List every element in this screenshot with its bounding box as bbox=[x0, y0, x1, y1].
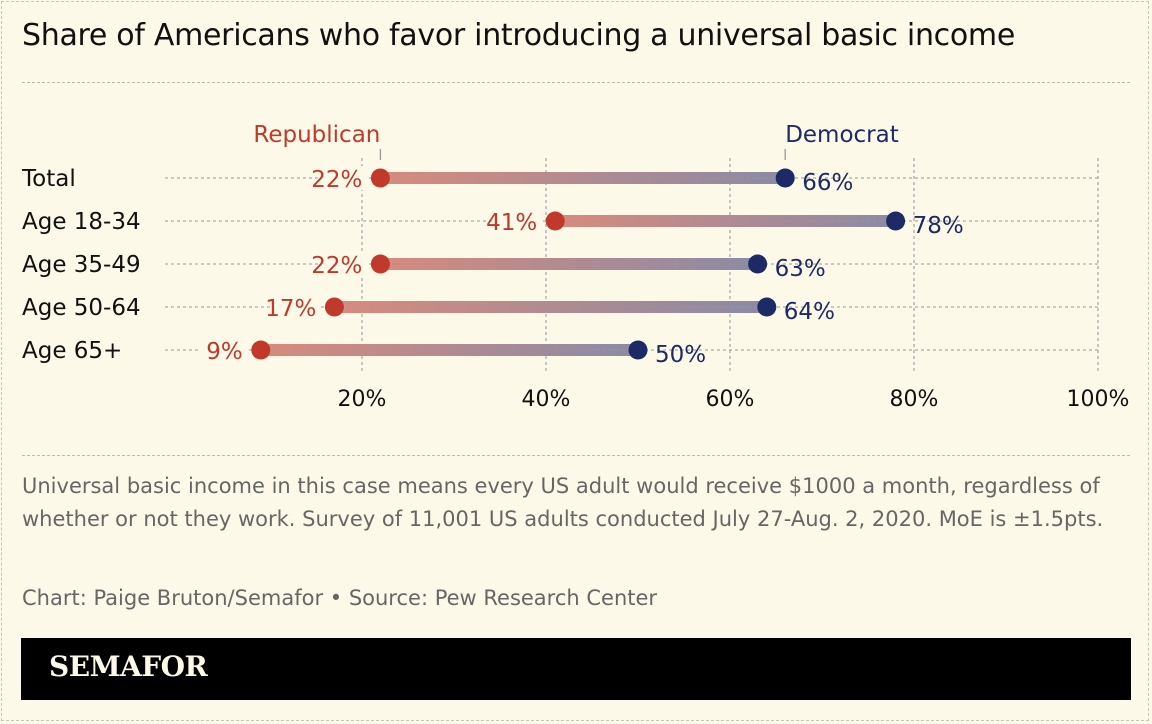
row-label: Total bbox=[21, 166, 76, 192]
democrat-dot bbox=[628, 340, 648, 360]
label-bg bbox=[198, 338, 247, 362]
republican-value: 9% bbox=[206, 339, 243, 365]
x-tick-label: 20% bbox=[338, 387, 387, 412]
republican-dot bbox=[370, 168, 390, 188]
legend-democrat: Democrat bbox=[785, 122, 899, 148]
chart-credit: Chart: Paige Bruton/Semafor • Source: Pe… bbox=[22, 586, 658, 610]
x-tick-label: 40% bbox=[522, 387, 571, 412]
democrat-value: 66% bbox=[802, 170, 853, 196]
democrat-dot bbox=[748, 254, 768, 274]
label-bg bbox=[318, 166, 367, 190]
democrat-dot bbox=[886, 211, 906, 231]
label-bg bbox=[318, 252, 367, 276]
republican-dot bbox=[251, 340, 271, 360]
republican-dot bbox=[545, 211, 565, 231]
democrat-dot bbox=[775, 168, 795, 188]
row-label: Age 50-64 bbox=[22, 295, 141, 321]
range-bar bbox=[380, 172, 786, 184]
republican-value: 17% bbox=[265, 296, 316, 322]
label-bg bbox=[272, 295, 321, 319]
label-bg bbox=[493, 209, 542, 233]
row-label: Age 65+ bbox=[22, 338, 122, 364]
divider bbox=[22, 82, 1130, 83]
republican-value: 22% bbox=[311, 253, 362, 279]
democrat-value: 78% bbox=[913, 213, 964, 239]
row-label: Age 18-34 bbox=[22, 209, 141, 235]
x-tick-label: 60% bbox=[706, 387, 755, 412]
chart-title: Share of Americans who favor introducing… bbox=[22, 18, 1015, 53]
republican-value: 22% bbox=[311, 167, 362, 193]
divider bbox=[22, 455, 1130, 456]
republican-dot bbox=[370, 254, 390, 274]
democrat-value: 64% bbox=[784, 299, 835, 325]
footer-bar: SEMAFOR bbox=[21, 638, 1131, 700]
democrat-value: 63% bbox=[775, 256, 826, 282]
democrat-dot bbox=[757, 297, 777, 317]
republican-value: 41% bbox=[486, 210, 537, 236]
democrat-value: 50% bbox=[655, 342, 706, 368]
x-tick-label: 100% bbox=[1067, 387, 1130, 412]
dumbbell-chart: 20% 40% 60% 80% 100% Total 22% 66% Age 18-34 41% 7… bbox=[21, 122, 1130, 412]
republican-dot bbox=[324, 297, 344, 317]
row-label: Age 35-49 bbox=[22, 252, 141, 278]
semafor-logo: SEMAFOR bbox=[49, 650, 208, 683]
x-tick-label: 80% bbox=[890, 387, 939, 412]
legend-republican: Republican bbox=[253, 122, 380, 148]
chart-note: Universal basic income in this case mean… bbox=[22, 474, 1104, 531]
